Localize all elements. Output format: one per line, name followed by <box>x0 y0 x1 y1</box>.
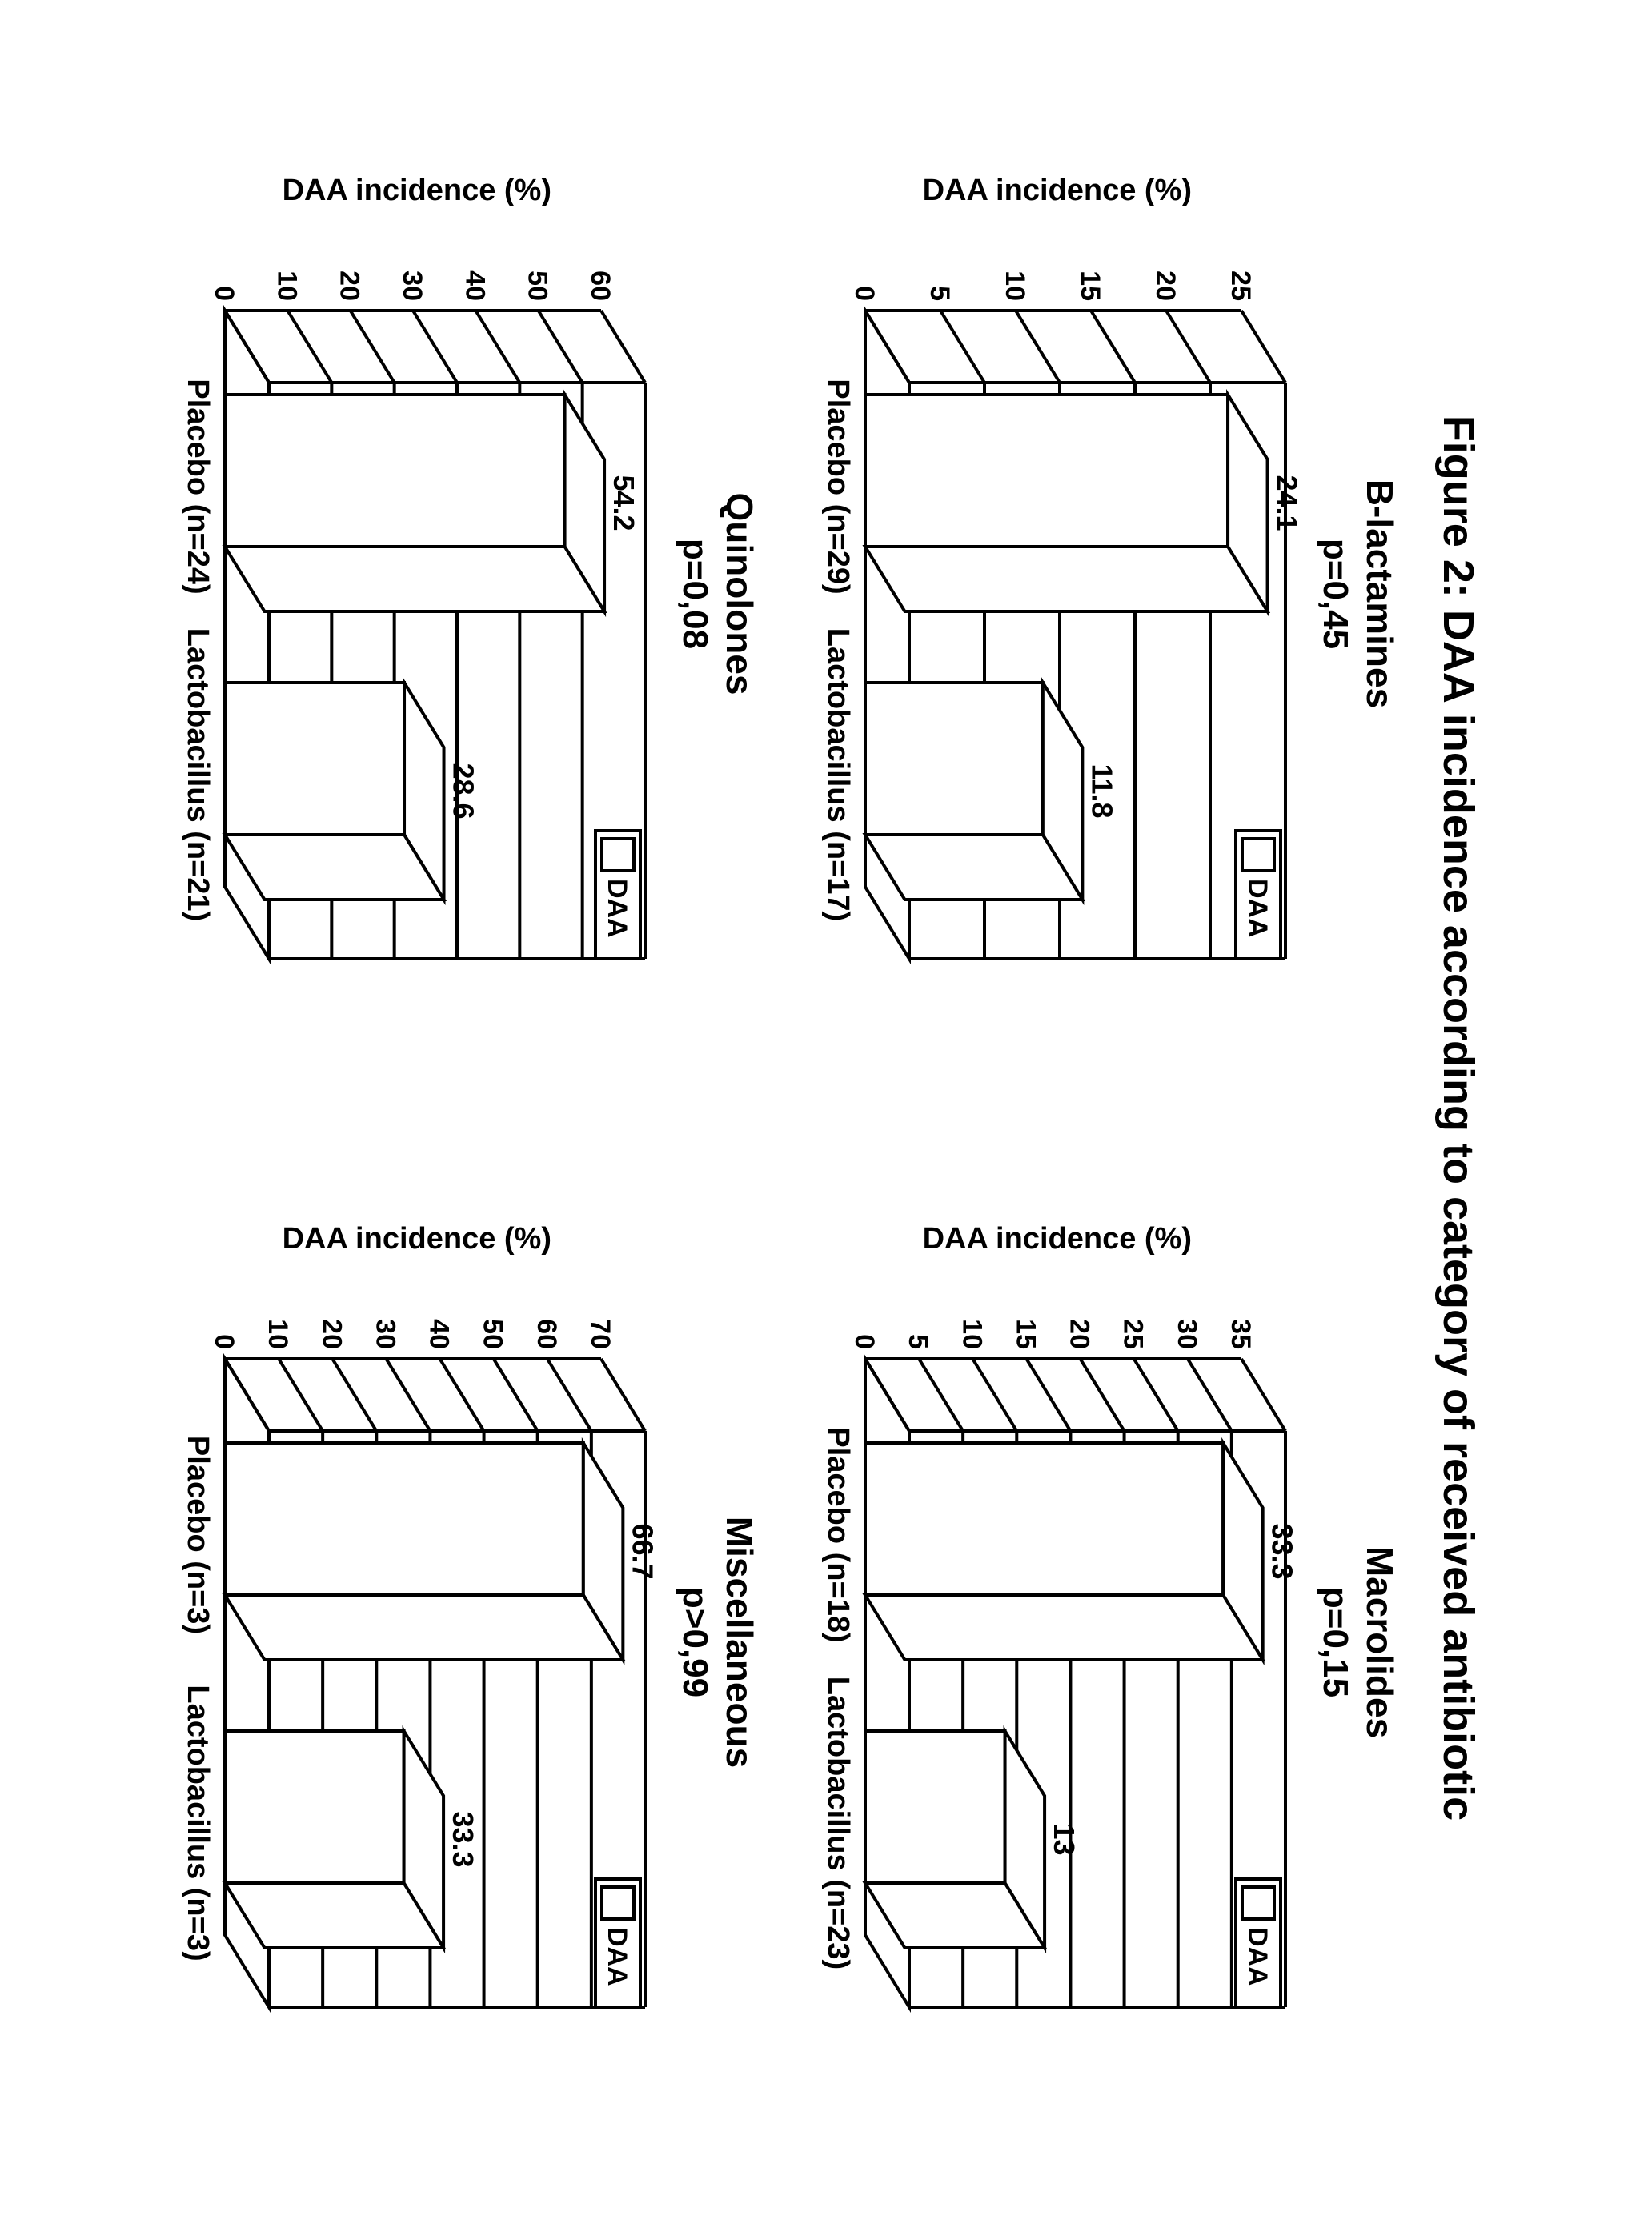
svg-text:25: 25 <box>1118 1319 1149 1349</box>
chart-grid: B-lactaminesp=0,45 DAA incidence (%) 0 5 10 1… <box>169 118 1401 2118</box>
panel-pvalue: p=0,15 <box>1315 1587 1355 1697</box>
svg-text:50: 50 <box>523 270 553 301</box>
panel-title: Miscellaneous <box>718 1517 761 1768</box>
legend-label: DAA <box>1242 879 1273 938</box>
x-axis-category: Lactobacillus (n=3) <box>181 1685 215 1961</box>
legend-label: DAA <box>602 1927 632 1986</box>
svg-text:15: 15 <box>1075 270 1105 301</box>
svg-text:10: 10 <box>1000 270 1030 301</box>
bar-value-label: 54.2 <box>607 475 640 531</box>
panel-title: Quinolones <box>718 493 761 695</box>
svg-text:20: 20 <box>1150 270 1181 301</box>
legend-label: DAA <box>1242 1927 1273 1986</box>
x-axis-category: Placebo (n=24) <box>181 379 215 594</box>
panel-title: Macrolides <box>1358 1546 1401 1738</box>
x-axis-category: Placebo (n=18) <box>821 1427 855 1642</box>
svg-text:0: 0 <box>849 286 880 301</box>
svg-text:0: 0 <box>209 1334 239 1349</box>
svg-text:5: 5 <box>903 1334 933 1349</box>
x-axis-category: Placebo (n=29) <box>821 379 855 594</box>
y-axis-label: DAA incidence (%) <box>923 174 1192 208</box>
bar-value-label: 13 <box>1048 1823 1081 1855</box>
chart-panel: Miscellaneousp>0,99 DAA incidence (%) 0 10 2… <box>169 1166 761 2118</box>
panel-pvalue: p=0,08 <box>675 539 715 649</box>
x-axis-category: Lactobacillus (n=17) <box>821 627 855 920</box>
x-axis-category: Lactobacillus (n=21) <box>181 627 215 920</box>
chart-panel: Macrolidesp=0,15 DAA incidence (%) 0 5 10 15 2… <box>809 1166 1401 2118</box>
panel-pvalue: p>0,99 <box>675 1587 715 1697</box>
svg-text:25: 25 <box>1225 270 1256 301</box>
svg-text:5: 5 <box>924 286 955 301</box>
svg-text:10: 10 <box>263 1319 293 1349</box>
bar-chart: 0 5 10 15 20 25 24.1 Placebo (n=29) 11.8 Lactobac… <box>809 214 1305 1015</box>
y-axis-label: DAA incidence (%) <box>283 1222 551 1256</box>
svg-text:20: 20 <box>335 270 365 301</box>
x-axis-category: Lactobacillus (n=23) <box>821 1676 855 1969</box>
bar-chart: 0 10 20 30 40 50 60 54.2 Placebo (n=24) 28.6 Lacto… <box>169 214 665 1015</box>
svg-text:30: 30 <box>370 1319 400 1349</box>
panel-title: B-lactamines <box>1358 479 1401 708</box>
svg-text:40: 40 <box>424 1319 455 1349</box>
figure-title: Figure 2: DAA incidence according to cat… <box>1433 415 1483 1821</box>
svg-text:40: 40 <box>459 270 490 301</box>
svg-text:35: 35 <box>1225 1319 1256 1349</box>
panel-pvalue: p=0,45 <box>1315 539 1355 649</box>
bar-value-label: 33.3 <box>1266 1523 1299 1579</box>
chart-panel: Quinolonesp=0,08 DAA incidence (%) 0 10 20 30… <box>169 118 761 1070</box>
bar-value-label: 33.3 <box>447 1811 479 1867</box>
legend-label: DAA <box>602 879 632 938</box>
chart-panel: B-lactaminesp=0,45 DAA incidence (%) 0 5 10 1… <box>809 118 1401 1070</box>
svg-text:0: 0 <box>849 1334 880 1349</box>
svg-text:30: 30 <box>1172 1319 1202 1349</box>
svg-text:50: 50 <box>478 1319 508 1349</box>
svg-text:20: 20 <box>1065 1319 1095 1349</box>
bar-value-label: 24.1 <box>1271 475 1304 531</box>
bar-value-label: 66.7 <box>626 1523 659 1579</box>
svg-text:70: 70 <box>585 1319 615 1349</box>
x-axis-category: Placebo (n=3) <box>181 1435 215 1633</box>
svg-text:10: 10 <box>271 270 302 301</box>
svg-text:60: 60 <box>531 1319 562 1349</box>
svg-text:10: 10 <box>956 1319 987 1349</box>
bar-chart: 0 5 10 15 20 25 30 35 33.3 Placebo (n=18) 13 Lactob… <box>809 1263 1305 2063</box>
bar-value-label: 11.8 <box>1085 763 1118 818</box>
y-axis-label: DAA incidence (%) <box>283 174 551 208</box>
svg-text:20: 20 <box>316 1319 347 1349</box>
svg-text:60: 60 <box>585 270 615 301</box>
bar-value-label: 28.6 <box>447 763 480 819</box>
svg-text:30: 30 <box>397 270 427 301</box>
bar-chart: 0 10 20 30 40 50 60 70 66.7 Placebo (n=3) 33.3 Lact… <box>169 1263 665 2063</box>
svg-text:15: 15 <box>1010 1319 1041 1349</box>
svg-text:0: 0 <box>209 286 239 301</box>
y-axis-label: DAA incidence (%) <box>923 1222 1192 1256</box>
